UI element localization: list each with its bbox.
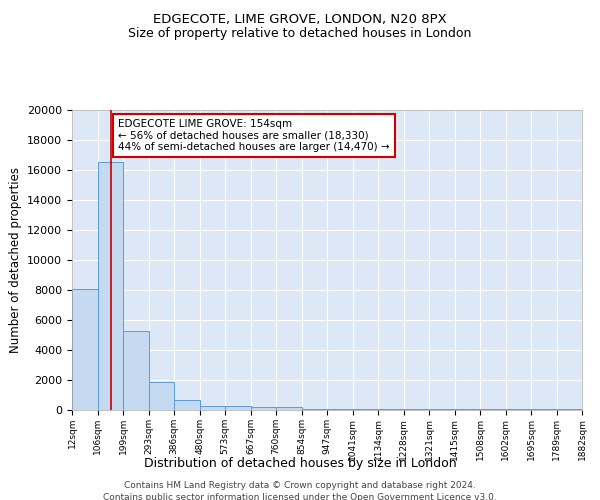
- Bar: [455, 408, 480, 410]
- Bar: [327, 408, 353, 410]
- Bar: [378, 408, 404, 410]
- Text: EDGECOTE LIME GROVE: 154sqm
← 56% of detached houses are smaller (18,330)
44% of: EDGECOTE LIME GROVE: 154sqm ← 56% of det…: [118, 119, 389, 152]
- Bar: [429, 408, 455, 410]
- Bar: [72, 288, 98, 410]
- Bar: [404, 408, 429, 410]
- Bar: [174, 400, 200, 410]
- Bar: [251, 407, 276, 410]
- Bar: [98, 162, 123, 410]
- Bar: [302, 408, 327, 410]
- Bar: [225, 406, 251, 410]
- Bar: [557, 408, 582, 410]
- Bar: [149, 382, 174, 410]
- Bar: [123, 330, 149, 410]
- Bar: [353, 408, 378, 410]
- Text: Distribution of detached houses by size in London: Distribution of detached houses by size …: [143, 458, 457, 470]
- Bar: [506, 408, 531, 410]
- Bar: [276, 407, 302, 410]
- Text: Contains HM Land Registry data © Crown copyright and database right 2024.: Contains HM Land Registry data © Crown c…: [124, 481, 476, 490]
- Text: EDGECOTE, LIME GROVE, LONDON, N20 8PX: EDGECOTE, LIME GROVE, LONDON, N20 8PX: [153, 12, 447, 26]
- Bar: [200, 406, 225, 410]
- Bar: [531, 408, 557, 410]
- Bar: [480, 408, 506, 410]
- Text: Size of property relative to detached houses in London: Size of property relative to detached ho…: [128, 28, 472, 40]
- Y-axis label: Number of detached properties: Number of detached properties: [8, 167, 22, 353]
- Text: Contains public sector information licensed under the Open Government Licence v3: Contains public sector information licen…: [103, 492, 497, 500]
